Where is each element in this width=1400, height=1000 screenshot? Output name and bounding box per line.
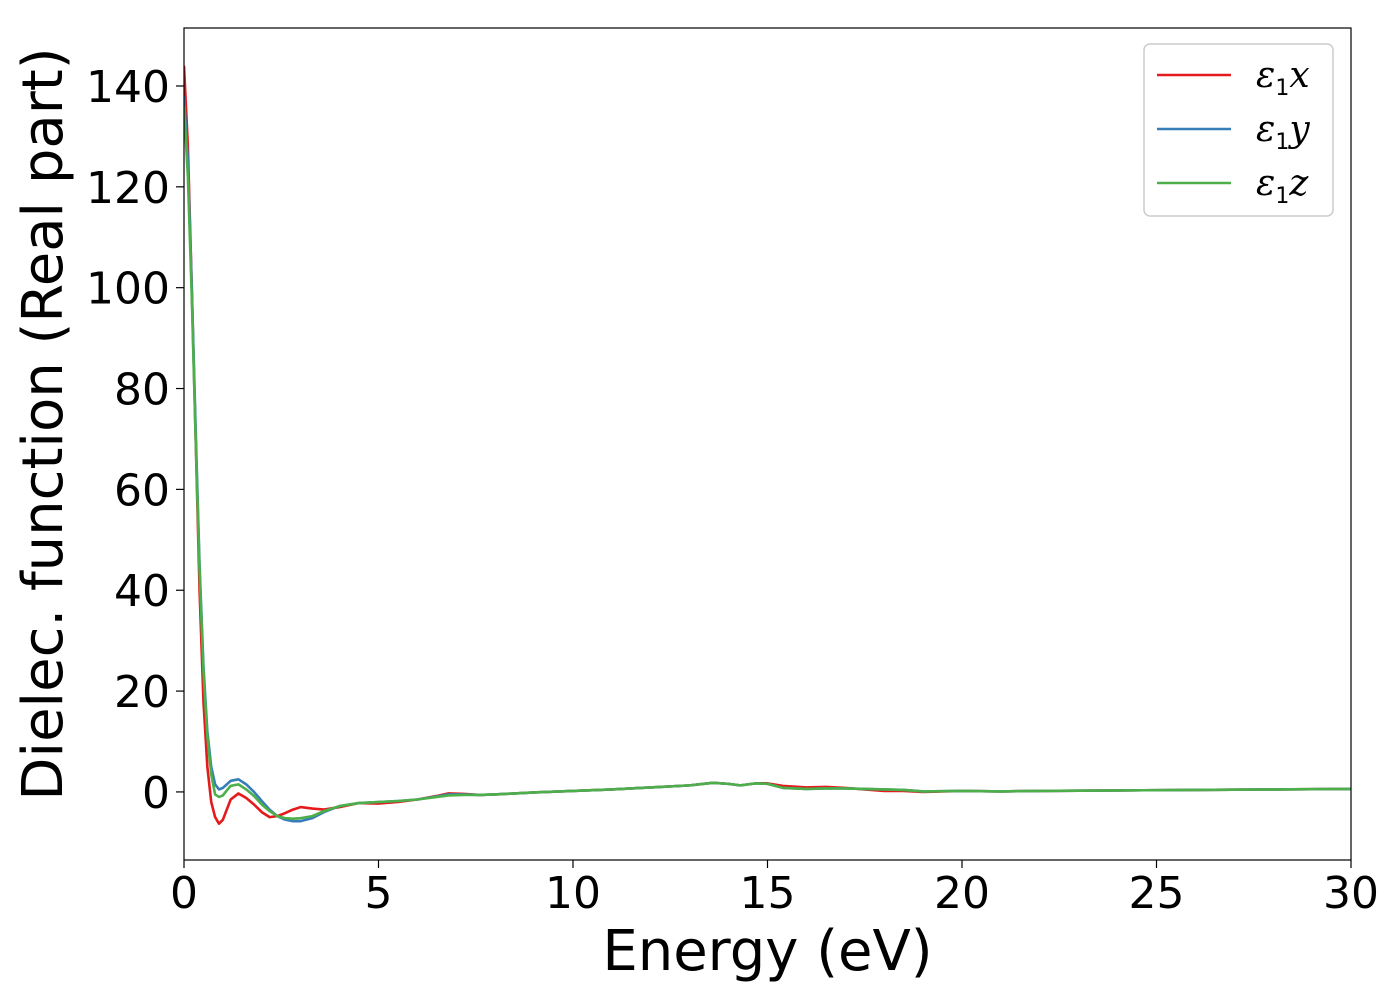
y-tick-label: 80	[114, 365, 170, 416]
y-tick-label: 100	[86, 264, 170, 315]
y-tick-label: 40	[114, 566, 170, 617]
y-tick-label: 60	[114, 465, 170, 516]
y-axis-title: Dielec. function (Real part)	[11, 47, 76, 800]
x-axis-title: Energy (eV)	[602, 919, 932, 984]
legend: ε1x ε1y ε1z	[1143, 43, 1334, 217]
legend-label: ε1z	[1256, 163, 1309, 209]
legend-label: ε1x	[1256, 55, 1310, 101]
x-tick-label: 25	[1129, 868, 1185, 919]
x-axis: 0 5 10 15 20 25 30	[170, 860, 1379, 919]
x-tick-label: 15	[740, 868, 796, 919]
y-tick-label: 120	[86, 163, 170, 214]
series-layer	[184, 65, 1351, 825]
y-tick-label: 0	[142, 768, 170, 819]
legend-box	[1143, 43, 1334, 217]
x-tick-label: 30	[1323, 868, 1379, 919]
y-tick-label: 140	[86, 62, 170, 113]
legend-label: ε1y	[1256, 109, 1310, 155]
y-axis: 0 20 40 60 80 100 120 140	[86, 62, 184, 819]
y-tick-label: 20	[114, 667, 170, 718]
x-tick-label: 0	[170, 868, 198, 919]
series-line-3	[184, 106, 1351, 820]
x-tick-label: 10	[545, 868, 601, 919]
x-tick-label: 5	[365, 868, 393, 919]
x-tick-label: 20	[934, 868, 990, 919]
